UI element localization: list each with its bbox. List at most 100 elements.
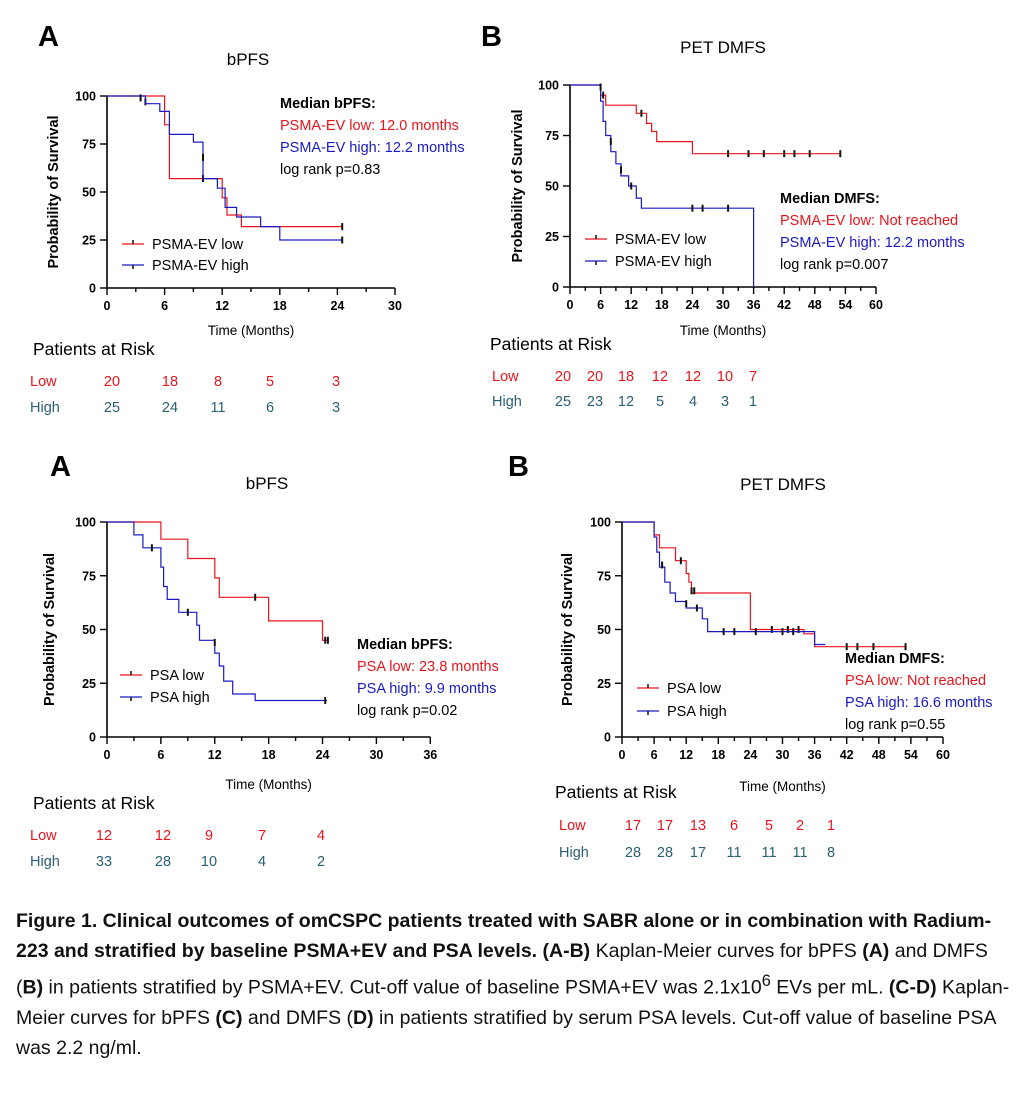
risk-table-title: Patients at Risk xyxy=(555,782,677,802)
x-tick-label: 48 xyxy=(872,748,886,762)
caption-ref-d: D) xyxy=(353,1006,374,1029)
risk-value-high: 11 xyxy=(726,845,741,861)
y-tick-label: 100 xyxy=(75,516,96,530)
x-tick-label: 12 xyxy=(215,299,229,313)
risk-value-low: 7 xyxy=(258,828,266,844)
x-tick-label: 0 xyxy=(619,748,626,762)
chart-title: bPFS xyxy=(246,474,289,493)
x-tick-label: 24 xyxy=(743,748,757,762)
risk-value-low: 6 xyxy=(730,818,738,834)
risk-label-high: High xyxy=(30,400,60,416)
caption-text-2: and DMFS ( xyxy=(16,940,988,999)
legend-label: PSMA-EV low xyxy=(152,237,244,253)
legend-label: PSA high xyxy=(667,704,727,720)
risk-value-high: 1 xyxy=(749,394,757,410)
risk-value-low: 4 xyxy=(317,828,325,844)
y-tick-label: 0 xyxy=(552,281,559,295)
risk-value-low: 10 xyxy=(717,369,733,385)
y-tick-label: 100 xyxy=(75,90,96,104)
x-tick-label: 30 xyxy=(369,748,383,762)
x-tick-label: 30 xyxy=(716,298,730,312)
risk-value-low: 12 xyxy=(96,828,112,844)
annotation-line: log rank p=0.83 xyxy=(280,162,380,178)
y-tick-label: 50 xyxy=(82,623,96,637)
risk-value-high: 4 xyxy=(258,854,266,870)
caption-ref-cd: (C-D) xyxy=(888,976,937,999)
y-tick-label: 50 xyxy=(597,623,611,637)
x-tick-label: 12 xyxy=(624,298,638,312)
series-line-low xyxy=(622,521,906,648)
risk-value-high: 12 xyxy=(618,394,634,410)
risk-value-low: 17 xyxy=(657,818,673,834)
x-tick-label: 6 xyxy=(161,299,168,313)
risk-value-low: 17 xyxy=(625,818,641,834)
y-tick-label: 0 xyxy=(604,731,611,745)
x-tick-label: 48 xyxy=(808,298,822,312)
chart-title: PET DMFS xyxy=(680,38,766,57)
risk-value-low: 13 xyxy=(690,818,706,834)
risk-value-high: 10 xyxy=(201,854,217,870)
series-line-low xyxy=(107,521,327,641)
risk-value-low: 18 xyxy=(618,369,634,385)
caption-superscript: 6 xyxy=(761,972,771,990)
x-tick-label: 42 xyxy=(777,298,791,312)
risk-label-low: Low xyxy=(30,374,57,390)
legend-label: PSA low xyxy=(667,681,722,697)
risk-value-low: 20 xyxy=(555,369,571,385)
risk-table-title: Patients at Risk xyxy=(33,793,155,813)
x-tick-label: 36 xyxy=(423,748,437,762)
y-tick-label: 50 xyxy=(545,180,559,194)
risk-value-low: 12 xyxy=(155,828,171,844)
series-line-high xyxy=(622,521,826,646)
caption-ref-ab: (A-B) xyxy=(542,940,591,962)
risk-value-high: 17 xyxy=(690,845,706,861)
annotation-line: log rank p=0.02 xyxy=(357,703,457,719)
risk-value-high: 3 xyxy=(332,400,340,416)
y-tick-label: 75 xyxy=(545,129,559,143)
x-tick-label: 36 xyxy=(808,748,822,762)
risk-value-low: 2 xyxy=(796,818,804,834)
x-tick-label: 30 xyxy=(388,299,402,313)
annotation-heading: Median bPFS: xyxy=(280,96,376,112)
y-tick-label: 75 xyxy=(597,569,611,583)
risk-value-low: 7 xyxy=(749,369,757,385)
y-tick-label: 25 xyxy=(597,677,611,691)
risk-value-high: 11 xyxy=(210,400,225,416)
risk-value-high: 24 xyxy=(162,400,178,416)
legend-label: PSA low xyxy=(150,668,205,684)
x-tick-label: 12 xyxy=(679,748,693,762)
risk-value-high: 23 xyxy=(587,394,603,410)
chart-title: bPFS xyxy=(227,50,270,69)
risk-value-high: 33 xyxy=(96,854,112,870)
caption-text-5: Kaplan-Meier curves for bPFS xyxy=(16,976,1010,1029)
risk-value-high: 28 xyxy=(155,854,171,870)
risk-value-high: 5 xyxy=(656,394,664,410)
x-tick-label: 0 xyxy=(104,299,111,313)
risk-value-low: 20 xyxy=(587,369,603,385)
x-tick-label: 0 xyxy=(567,298,574,312)
x-tick-label: 60 xyxy=(936,748,950,762)
annotation-line: PSA high: 9.9 months xyxy=(357,681,496,697)
legend-label: PSMA-EV high xyxy=(615,254,712,270)
x-axis-label: Time (Months) xyxy=(225,777,312,792)
x-tick-label: 18 xyxy=(273,299,287,313)
x-tick-label: 18 xyxy=(262,748,276,762)
y-tick-label: 0 xyxy=(89,282,96,296)
risk-value-high: 6 xyxy=(266,400,274,416)
risk-value-high: 25 xyxy=(555,394,571,410)
caption-text-3: in patients stratified by PSMA+EV. Cut-o… xyxy=(48,976,762,999)
x-tick-label: 54 xyxy=(838,298,852,312)
panel-letter: A xyxy=(50,451,71,483)
caption-text-4: EVs per mL. xyxy=(776,976,884,999)
y-axis-label: Probability of Survival xyxy=(510,109,526,262)
annotation-line: PSMA-EV high: 12.2 months xyxy=(280,140,465,156)
figure-caption: Figure 1. Clinical outcomes of omCSPC pa… xyxy=(16,906,1012,1063)
risk-value-low: 3 xyxy=(332,374,340,390)
annotation-line: PSMA-EV high: 12.2 months xyxy=(780,235,965,251)
risk-value-high: 28 xyxy=(657,845,673,861)
y-axis-label: Probability of Survival xyxy=(42,553,58,706)
annotation-heading: Median DMFS: xyxy=(780,191,880,207)
risk-value-high: 28 xyxy=(625,845,641,861)
